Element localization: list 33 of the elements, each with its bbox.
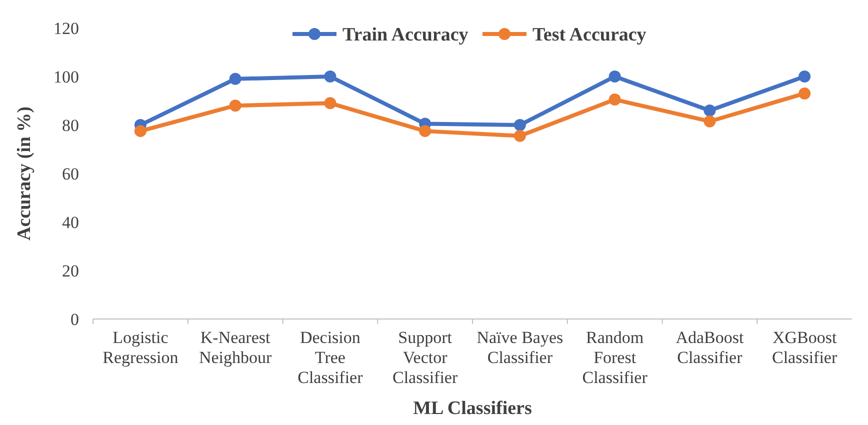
y-tick-label: 60 xyxy=(62,164,79,184)
point xyxy=(514,119,526,131)
legend-label: Test Accuracy xyxy=(532,24,647,46)
x-tick-label: K-Nearest Neighbour xyxy=(198,328,272,367)
point xyxy=(704,104,716,116)
point xyxy=(608,70,621,82)
x-tick-label: AdaBoost Classifier xyxy=(676,328,744,367)
y-tick-label: 80 xyxy=(62,116,79,135)
point xyxy=(704,115,716,128)
point xyxy=(798,87,811,100)
y-tick-label: 120 xyxy=(54,18,79,38)
x-tick-label: Support Vector Classifier xyxy=(392,328,458,387)
point xyxy=(419,125,432,138)
point xyxy=(798,70,811,82)
point xyxy=(134,125,146,138)
point xyxy=(608,94,621,106)
x-tick-label: Decision Tree Classifier xyxy=(298,328,364,387)
point xyxy=(514,130,526,142)
point xyxy=(229,100,242,112)
x-tick-label: Naïve Bayes Classifier xyxy=(476,328,564,367)
y-tick-label: 0 xyxy=(70,310,79,329)
x-tick-label: XGBoost Classifier xyxy=(772,328,838,367)
y-tick-label: 100 xyxy=(54,67,79,86)
point xyxy=(324,70,336,82)
x-tick-label: Random Forest Classifier xyxy=(582,328,648,387)
y-tick-label: 20 xyxy=(62,261,79,280)
point xyxy=(229,72,242,85)
x-axis-title: ML Classifiers xyxy=(413,398,532,419)
legend-label: Train Accuracy xyxy=(342,24,469,46)
x-tick-label: Logistic Regression xyxy=(102,328,179,367)
y-tick-label: 40 xyxy=(62,212,79,232)
y-axis-title: Accuracy (in %) xyxy=(14,106,35,241)
point xyxy=(324,97,336,110)
